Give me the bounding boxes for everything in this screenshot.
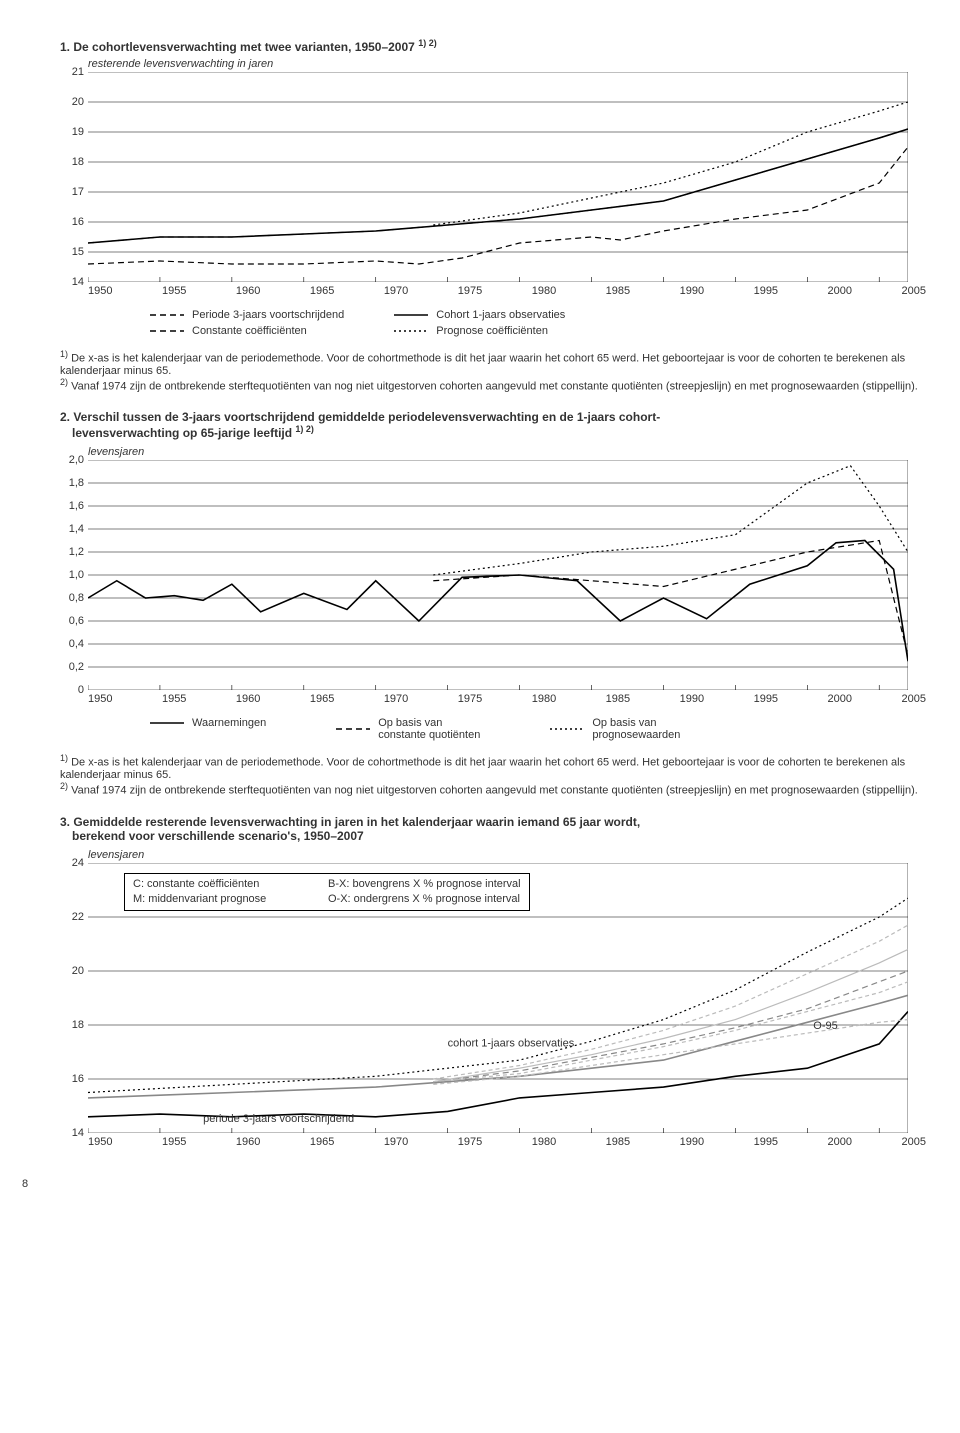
legend-item: Op basis vanconstante quotiënten xyxy=(336,717,480,741)
svg-text:periode 3-jaars voortschrijden: periode 3-jaars voortschrijdend xyxy=(203,1113,354,1125)
chart2-ylabel: levensjaren xyxy=(88,446,930,458)
chart1-legend: Periode 3-jaars voortschrijdend Constant… xyxy=(150,309,930,337)
chart1-plot: 1415161718192021 xyxy=(88,72,908,285)
chart3-title: 3. Gemiddelde resterende levensverwachti… xyxy=(60,815,930,843)
chart2-svg xyxy=(88,460,908,690)
svg-text:cohort 1-jaars observaties: cohort 1-jaars observaties xyxy=(448,1037,575,1049)
legend-item: Op basis vanprognosewaarden xyxy=(550,717,680,741)
chart1-svg xyxy=(88,72,908,282)
legend-item: Prognose coëfficiënten xyxy=(394,325,565,337)
chart3-ylabel: levensjaren xyxy=(88,849,930,861)
legend-item: Periode 3-jaars voortschrijdend xyxy=(150,309,344,321)
legend-item: Constante coëfficiënten xyxy=(150,325,344,337)
chart2-title: 2. Verschil tussen de 3-jaars voortschri… xyxy=(60,410,930,440)
page-number: 8 xyxy=(22,1178,28,1190)
chart1-footnote: 1) De x-as is het kalenderjaar van de pe… xyxy=(60,349,930,392)
chart3-xticks: 1950195519601965197019751980198519901995… xyxy=(88,1136,908,1148)
chart1-title: 1. De cohortlevensverwachting met twee v… xyxy=(60,38,930,54)
chart1-xticks: 1950195519601965197019751980198519901995… xyxy=(88,285,908,297)
svg-text:O-95: O-95 xyxy=(813,1020,837,1032)
chart3-plot: 141618202224 B-95B-67MCO-67O-95cohort 1-… xyxy=(88,863,908,1136)
chart2-legend: Waarnemingen Op basis vanconstante quoti… xyxy=(150,717,930,741)
legend-item: Cohort 1-jaars observaties xyxy=(394,309,565,321)
legend-item: Waarnemingen xyxy=(150,717,266,729)
chart3-inset: C: constante coëfficiëntenB-X: bovengren… xyxy=(124,873,530,912)
chart2-footnote: 1) De x-as is het kalenderjaar van de pe… xyxy=(60,753,930,796)
chart2-xticks: 1950195519601965197019751980198519901995… xyxy=(88,693,908,705)
chart2-plot: 00,20,40,60,81,01,21,41,61,82,0 xyxy=(88,460,908,693)
chart1-ylabel: resterende levensverwachting in jaren xyxy=(88,58,930,70)
